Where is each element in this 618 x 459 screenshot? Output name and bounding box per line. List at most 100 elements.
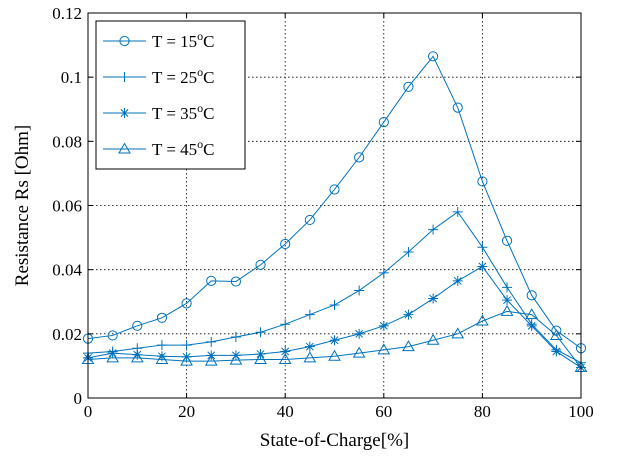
data-point [402, 340, 415, 352]
data-point [181, 351, 192, 362]
legend-marker [118, 142, 131, 154]
data-point [403, 247, 414, 258]
data-point [230, 276, 241, 287]
x-axis-title: State-of-Charge[%] [260, 430, 409, 451]
data-point [426, 333, 440, 345]
data-point [526, 290, 537, 301]
data-point [354, 152, 365, 163]
data-point [130, 351, 144, 363]
data-point [278, 353, 292, 364]
x-tick-label: 60 [375, 402, 392, 421]
data-point [132, 349, 143, 360]
data-point [329, 184, 340, 195]
x-tick-label: 20 [178, 402, 195, 421]
data-point [428, 51, 439, 62]
x-tick-label: 40 [277, 402, 294, 421]
data-point [254, 353, 267, 364]
y-tick-label: 0.1 [61, 68, 82, 87]
data-point [477, 242, 488, 253]
data-point [352, 346, 366, 358]
data-point [107, 330, 118, 341]
data-point [549, 328, 563, 340]
data-point [206, 275, 217, 286]
data-point [428, 224, 439, 235]
data-point [378, 116, 389, 128]
data-point [181, 298, 192, 309]
data-point [132, 320, 143, 331]
y-tick-label: 0.04 [52, 261, 82, 280]
data-point [206, 336, 217, 347]
data-point [155, 353, 169, 364]
data-point [378, 320, 389, 331]
y-tick-label: 0 [74, 389, 83, 408]
data-point [403, 309, 414, 320]
legend-label: T = 25oC [152, 65, 215, 87]
data-point [525, 308, 539, 320]
data-point [354, 328, 365, 339]
series-1 [82, 51, 587, 354]
data-point [280, 319, 291, 330]
data-point [500, 304, 514, 316]
series-line [87, 310, 582, 368]
data-point [452, 275, 463, 286]
axis-ticks: 0 20 40 60 80 100 0 0.02 0.04 0.06 0.08 0.1 0.12 [52, 4, 594, 421]
data-point [476, 314, 489, 326]
data-point [156, 351, 167, 362]
legend: T = 15oC T = 25oC T = 35oC T = 45oC [95, 20, 246, 170]
data-point [378, 267, 389, 278]
series-4 [81, 304, 588, 373]
data-point [452, 102, 463, 113]
data-point [106, 351, 120, 363]
legend-label: T = 15oC [152, 29, 215, 51]
data-point [156, 312, 168, 323]
data-point [280, 346, 291, 357]
data-point [204, 354, 218, 366]
data-point [304, 214, 315, 226]
x-tick-label: 0 [84, 402, 93, 421]
y-axis-title: Resistance Rs [Ohm] [12, 125, 33, 286]
data-point [329, 299, 340, 310]
data-point [255, 327, 266, 338]
legend-marker [119, 72, 130, 82]
data-point [377, 343, 391, 355]
data-point [304, 341, 315, 352]
legend-label: T = 45oC [152, 137, 215, 159]
data-point [304, 309, 315, 320]
data-point [501, 235, 513, 246]
data-point [477, 176, 488, 187]
data-point [229, 353, 243, 365]
x-tick-label: 80 [474, 402, 491, 421]
data-point [526, 320, 537, 331]
data-point [329, 335, 340, 346]
data-point [452, 206, 463, 217]
data-point [502, 295, 513, 306]
grid [88, 13, 581, 398]
data-point [180, 354, 193, 366]
data-point [477, 261, 488, 272]
y-tick-label: 0.02 [52, 325, 82, 344]
y-tick-label: 0.12 [52, 4, 82, 23]
data-point [428, 293, 439, 304]
series-line [87, 55, 582, 349]
data-point [328, 349, 341, 361]
series-layer [81, 51, 588, 373]
legend-label: T = 35oC [152, 101, 215, 123]
y-tick-label: 0.08 [52, 132, 82, 151]
data-point [551, 346, 562, 357]
legend-marker [119, 35, 130, 47]
data-point [354, 285, 365, 296]
legend-box [95, 20, 246, 170]
data-point [156, 340, 167, 351]
data-point [502, 282, 513, 293]
y-tick-label: 0.06 [52, 197, 82, 216]
data-point [230, 332, 241, 343]
legend-marker [119, 108, 130, 118]
data-point [403, 81, 414, 92]
data-point [255, 259, 266, 270]
data-point [280, 238, 291, 250]
data-point [181, 340, 192, 351]
data-point [303, 351, 317, 363]
x-tick-label: 100 [568, 402, 594, 421]
data-point [451, 327, 465, 339]
